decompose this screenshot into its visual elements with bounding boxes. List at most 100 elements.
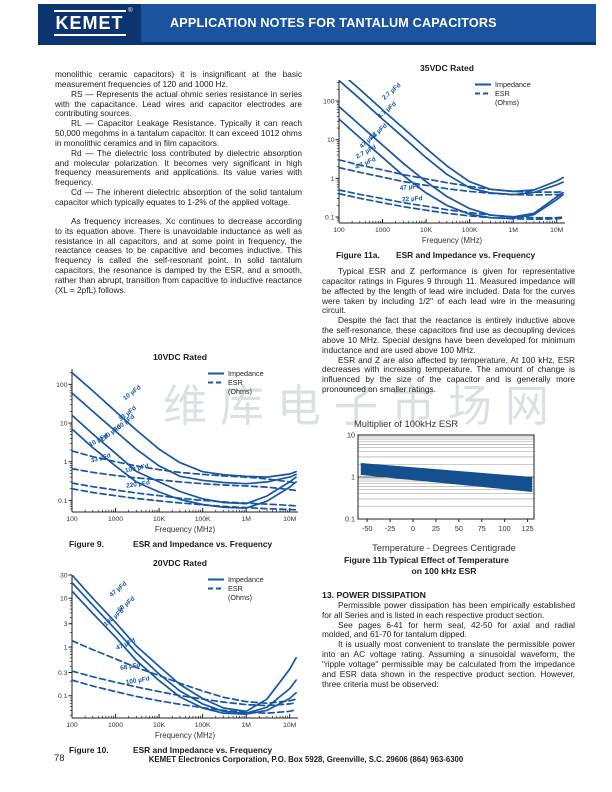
right-column-lower: 13. POWER DISSIPATION Permissible power … [322, 590, 575, 689]
axes: 100 10 1 0.1 100 1000 10K 100K 1M 10M Frequency (M… [56, 369, 298, 534]
page-title: APPLICATION NOTES FOR TANTALUM CAPACITOR… [170, 16, 497, 30]
series-ESR 220 µFd [72, 487, 297, 511]
svg-text:10K: 10K [153, 516, 166, 523]
svg-text:100: 100 [66, 722, 78, 729]
kemet-logo: KEMET ® [38, 4, 141, 42]
paragraph: RL — Capacitor Leakage Resistance. Typic… [55, 118, 302, 148]
paragraph: Rd — The dielectric loss contributed by … [55, 147, 302, 188]
figure-10: 20VDC Rated 30 10 3 1 0.3 0.1 100 1000 10K 100K 1M… [55, 558, 305, 755]
esr-multiplier-band [360, 463, 533, 492]
svg-text:4.7 µFd: 4.7 µFd [376, 100, 398, 120]
svg-text:1M: 1M [508, 227, 518, 234]
figure-11a: 35VDC Rated 100 10 1 0.1 100 1000 10K 100K 1M 10M… [322, 63, 572, 260]
paragraph: monolithic ceramic capacitors) it is ins… [55, 69, 302, 89]
svg-text:1M: 1M [241, 722, 251, 729]
svg-text:47 µFd: 47 µFd [399, 183, 420, 192]
svg-text:33 µFd: 33 µFd [90, 452, 112, 464]
figure11a-caption-text: ESR and Impedance vs. Frequency [396, 250, 536, 260]
series-Impedance 100 µFd [72, 590, 297, 715]
svg-text:125: 125 [522, 524, 534, 533]
svg-text:50: 50 [455, 524, 463, 533]
registered-trademark-icon: ® [128, 8, 133, 14]
footer-company-line: KEMET Electronics Corporation, P.O. Box … [148, 755, 464, 764]
svg-text:220 µFd: 220 µFd [126, 479, 151, 489]
svg-text:100 µFd: 100 µFd [125, 675, 150, 686]
svg-text:1M: 1M [241, 516, 251, 523]
svg-text:1: 1 [64, 459, 68, 466]
series-ESR 33 µFd [72, 467, 297, 492]
svg-text:Impedance: Impedance [228, 369, 264, 378]
svg-text:100: 100 [333, 227, 345, 234]
svg-text:(Ohms): (Ohms) [228, 593, 252, 602]
series-ESR 10 µFd [72, 450, 297, 484]
right-column-upper: Typical ESR and Z performance is given f… [322, 266, 575, 395]
series-ESR 4.7 µFd [339, 166, 564, 196]
svg-text:1: 1 [64, 644, 68, 651]
figure11a-chart: 100 10 1 0.1 100 1000 10K 100K 1M 10M Frequency (M… [322, 75, 572, 247]
svg-text:-50: -50 [362, 524, 372, 533]
left-column: monolithic ceramic capacitors) it is ins… [55, 69, 302, 296]
svg-text:0.3: 0.3 [58, 670, 68, 677]
svg-text:ESR: ESR [495, 89, 510, 98]
series-ESR 2.7 µFd [339, 159, 564, 193]
svg-text:1000: 1000 [108, 722, 123, 729]
figure11b-x-axis-label: Temperature - Degrees Centigrade [372, 543, 516, 553]
header-bar: KEMET ® APPLICATION NOTES FOR TANTALUM C… [38, 4, 596, 45]
svg-text:0.1: 0.1 [325, 214, 335, 221]
series-Impedance 10 µFd [72, 371, 297, 478]
series-ESR 22 µFd [339, 192, 564, 221]
fig11b-svg: 10 1 0.1 -50 -25 0 25 50 75 100 125 [345, 431, 535, 533]
svg-text:10K: 10K [153, 722, 166, 729]
svg-text:Impedance: Impedance [495, 80, 531, 89]
figure11a-caption-label: Figure 11a. [336, 250, 380, 260]
svg-text:10M: 10M [550, 227, 564, 234]
kemet-logo-text: KEMET [55, 13, 124, 33]
svg-text:0.1: 0.1 [58, 498, 68, 505]
figure10-title: 20VDC Rated [153, 558, 207, 568]
svg-text:100K: 100K [195, 516, 211, 523]
figure11b-caption: Figure 11b Typical Effect of Temperature… [340, 555, 550, 576]
paragraph: It is usually most convenient to transla… [322, 639, 575, 689]
svg-text:2.7 µFd: 2.7 µFd [381, 82, 403, 102]
svg-text:0: 0 [411, 524, 415, 533]
series-Impedance 33 µFd [72, 392, 297, 485]
figure9-chart: 100 10 1 0.1 100 1000 10K 100K 1M 10M Frequency (M… [55, 364, 305, 536]
figure11a-caption: Figure 11a. ESR and Impedance vs. Frequen… [322, 250, 572, 260]
figure10-caption: Figure 10. ESR and Impedance vs. Frequenc… [55, 745, 305, 755]
series-group [339, 80, 564, 221]
paragraph: Despite the fact that the reactance is e… [322, 315, 575, 355]
figure10-caption-text: ESR and Impedance vs. Frequency [133, 745, 273, 755]
svg-text:100: 100 [66, 516, 78, 523]
paragraph: ESR and Z are also affected by temperatu… [322, 354, 575, 395]
series-ESR 100 µFd [72, 482, 297, 507]
paragraph: Cd — The inherent dielectric absorption … [55, 187, 302, 207]
figure10-caption-label: Figure 10. [69, 745, 109, 755]
paragraph: RS — Represents the actual ohmic series … [55, 88, 302, 119]
svg-text:ESR: ESR [228, 378, 243, 387]
svg-text:25: 25 [432, 524, 440, 533]
svg-text:100: 100 [499, 524, 511, 533]
svg-text:100 µFd: 100 µFd [125, 463, 150, 475]
svg-text:1: 1 [351, 473, 355, 482]
series-Impedance 22 µFd [339, 105, 564, 218]
svg-text:Frequency (MHz): Frequency (MHz) [422, 236, 483, 245]
figure9-caption: Figure 9. ESR and Impedance vs. Frequency [55, 539, 305, 549]
svg-text:3: 3 [64, 621, 68, 628]
figure11a-title: 35VDC Rated [420, 63, 474, 73]
series-Impedance 47 µFd [72, 575, 297, 713]
series-ESR 100 µFd [72, 679, 297, 715]
figure11b-caption-line1: Figure 11b Typical Effect of Temperature [344, 555, 509, 565]
series-Impedance 220 µFd [72, 428, 297, 509]
paragraph: See pages 6-41 for herm seal, 42-50 for … [322, 619, 575, 640]
fig9-svg: 100 10 1 0.1 100 1000 10K 100K 1M 10M Frequency (M… [56, 369, 298, 534]
axes: 100 10 1 0.1 100 1000 10K 100K 1M 10M Frequency (M… [323, 80, 565, 245]
figure9-caption-label: Figure 9. [69, 539, 104, 549]
svg-text:100K: 100K [195, 722, 211, 729]
svg-text:10M: 10M [283, 516, 297, 523]
svg-text:Frequency (MHz): Frequency (MHz) [155, 731, 216, 740]
series-ESR 47 µFd [72, 639, 297, 705]
series-group [72, 371, 297, 511]
svg-text:10K: 10K [420, 227, 433, 234]
